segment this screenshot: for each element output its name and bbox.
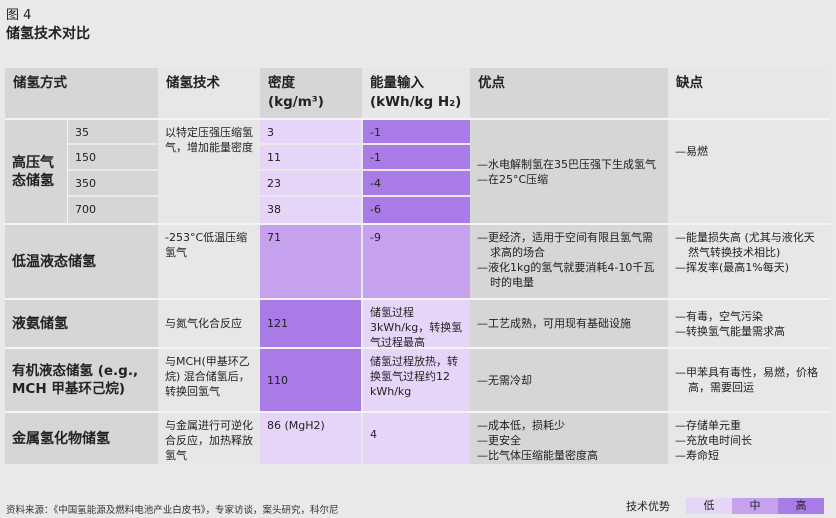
header-energy-line1: 能量输入 [370, 75, 424, 91]
cons-cell: 有毒，空气污染转换氢气能量需求高 [668, 300, 830, 347]
hp-pros: 水电解制氢在35巴压强下生成氢气 在25°C压缩 [470, 120, 668, 223]
pros-list: 工艺成熟，可用现有基础设施 [477, 316, 631, 331]
hp-pros-list: 水电解制氢在35巴压强下生成氢气 在25°C压缩 [477, 157, 656, 187]
con-item: 挥发率(最高1%每天) [675, 260, 823, 275]
page-title: 储氢技术对比 [6, 26, 90, 42]
density-cell: 71 [260, 225, 361, 298]
pro-item: 在25°C压缩 [477, 172, 656, 187]
header-pros: 优点 [470, 68, 668, 119]
cons-cell: 存储单元重充放电时间长寿命短 [668, 413, 830, 464]
header-energy: 能量输入 (kWh/kg H₂) [362, 68, 470, 119]
con-item: 存储单元重 [675, 418, 823, 433]
con-item: 转换氢气能量需求高 [675, 324, 785, 339]
pressure-cell: 35 [68, 120, 158, 143]
con-item: 易燃 [675, 144, 823, 159]
tech-cell: 与MCH(甲基环乙烷) 混合储氢后，转换回氢气 [158, 349, 260, 411]
energy-cell: -1 [363, 120, 470, 143]
tech-cell: 与金属进行可逆化合反应，加热释放氢气 [158, 413, 260, 464]
pros-cell: 成本低，损耗少更安全比气体压缩能量密度高 [470, 413, 668, 464]
con-item: 有毒，空气污染 [675, 309, 785, 324]
cons-list: 有毒，空气污染转换氢气能量需求高 [675, 309, 785, 339]
pro-item: 工艺成熟，可用现有基础设施 [477, 316, 631, 331]
legend-mid: 中 [732, 498, 778, 514]
density-cell: 110 [260, 349, 361, 411]
pro-item: 更经济，适用于空间有限且氢气需求高的场合 [477, 230, 661, 260]
pros-list: 更经济，适用于空间有限且氢气需求高的场合液化1kg的氢气就要消耗4-10千瓦时的… [477, 230, 661, 290]
header-cons: 缺点 [668, 68, 830, 119]
con-item: 甲苯具有毒性，易燃，价格高，需要回运 [675, 365, 823, 395]
tech-cell: 与氮气化合反应 [158, 300, 260, 347]
pressure-cell: 350 [68, 171, 158, 195]
header-energy-line2: (kWh/kg H₂) [370, 94, 462, 110]
legend-high: 高 [778, 498, 824, 514]
density-cell: 86 (MgH2) [260, 413, 361, 464]
pro-item: 成本低，损耗少 [477, 418, 661, 433]
density-cell: 23 [260, 171, 361, 195]
header-density: 密度 (kg/m³) [260, 68, 362, 119]
energy-cell: 4 [363, 413, 470, 464]
energy-cell: -1 [363, 145, 470, 169]
legend-low: 低 [686, 498, 732, 514]
figure-label: 图 4 [6, 8, 32, 23]
pro-item: 比气体压缩能量密度高 [477, 448, 661, 463]
cons-cell: 能量损失高 (尤其与液化天然气转换技术相比)挥发率(最高1%每天) [668, 225, 830, 298]
pro-item: 无需冷却 [477, 373, 532, 388]
pros-list: 成本低，损耗少更安全比气体压缩能量密度高 [477, 418, 661, 463]
tech-cell: -253°C低温压缩氢气 [158, 225, 260, 298]
method-name: 有机液态储氢 (e.g., MCH 甲基环己烷) [5, 349, 158, 411]
energy-cell: -9 [363, 225, 470, 298]
energy-cell: -4 [363, 171, 470, 195]
legend-label: 技术优势 [626, 500, 670, 513]
density-cell: 3 [260, 120, 361, 143]
pro-item: 液化1kg的氢气就要消耗4-10千瓦时的电量 [477, 260, 661, 290]
density-cell: 121 [260, 300, 361, 347]
cons-list: 能量损失高 (尤其与液化天然气转换技术相比)挥发率(最高1%每天) [675, 230, 823, 275]
cons-list: 存储单元重充放电时间长寿命短 [675, 418, 823, 463]
con-item: 充放电时间长 [675, 433, 823, 448]
pro-item: 更安全 [477, 433, 661, 448]
hp-method: 高压气态储氢 [5, 120, 67, 223]
hp-cons: 易燃 [668, 120, 830, 223]
energy-cell: -6 [363, 197, 470, 223]
header-tech: 储氢技术 [158, 68, 260, 119]
pressure-cell: 700 [68, 197, 158, 223]
header-method: 储氢方式 [5, 68, 158, 119]
pros-list: 无需冷却 [477, 373, 532, 388]
pressure-cell: 150 [68, 145, 158, 169]
cons-cell: 甲苯具有毒性，易燃，价格高，需要回运 [668, 349, 830, 411]
energy-cell: 储氢过程放热，转换氢气过程约12 kWh/kg [363, 349, 470, 411]
source-note: 资料来源：《中国氢能源及燃料电池产业白皮书》，专家访谈，案头研究，科尔尼 [6, 505, 339, 516]
hp-tech: 以特定压强压缩氢气，增加能量密度 [158, 120, 260, 223]
pros-cell: 无需冷却 [470, 349, 668, 411]
con-item: 能量损失高 (尤其与液化天然气转换技术相比) [675, 230, 823, 260]
method-name: 金属氢化物储氢 [5, 413, 158, 464]
density-cell: 38 [260, 197, 361, 223]
pros-cell: 更经济，适用于空间有限且氢气需求高的场合液化1kg的氢气就要消耗4-10千瓦时的… [470, 225, 668, 298]
pros-cell: 工艺成熟，可用现有基础设施 [470, 300, 668, 347]
energy-cell: 储氢过程3kWh/kg，转换氢气过程最高8kWh/kg [363, 300, 470, 347]
cons-list: 甲苯具有毒性，易燃，价格高，需要回运 [675, 365, 823, 395]
pro-item: 水电解制氢在35巴压强下生成氢气 [477, 157, 656, 172]
con-item: 寿命短 [675, 448, 823, 463]
density-cell: 11 [260, 145, 361, 169]
method-name: 低温液态储氢 [5, 225, 158, 298]
method-name: 液氨储氢 [5, 300, 158, 347]
